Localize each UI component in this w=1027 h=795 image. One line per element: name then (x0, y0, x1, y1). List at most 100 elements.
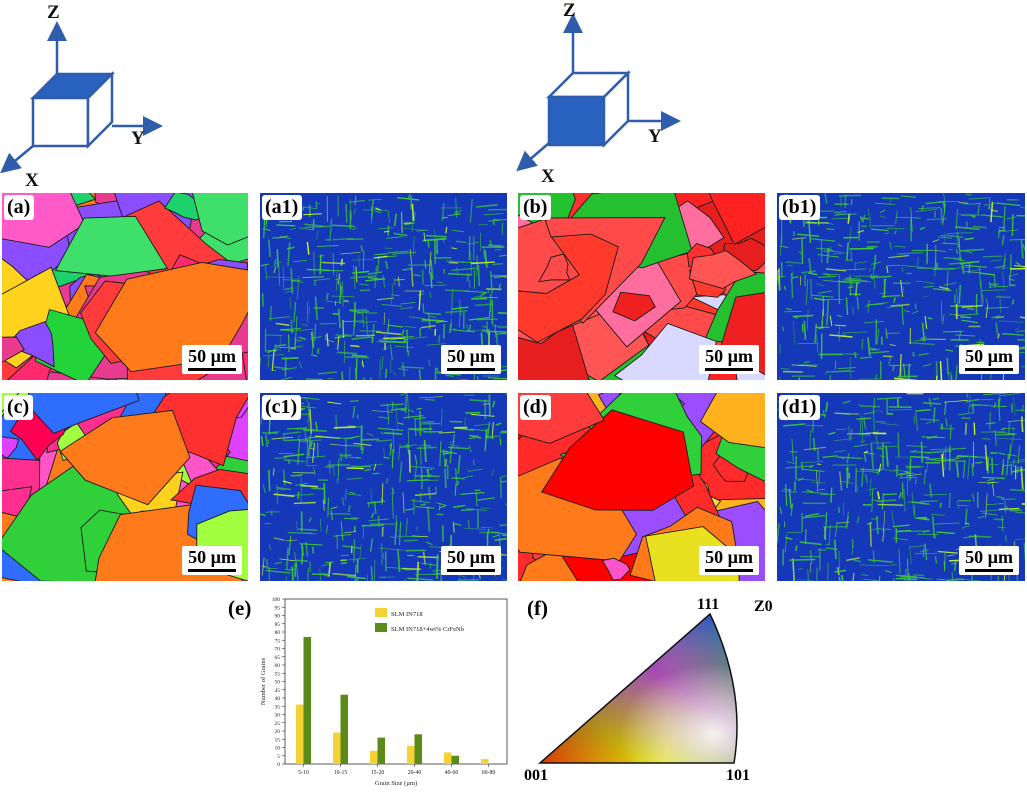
y-tick-label: 45 (275, 688, 281, 694)
ipf-corner-111: 111 (697, 596, 719, 614)
panel-label: (a) (4, 195, 34, 220)
z-axis-label: Z (47, 2, 60, 24)
ipf-triangle (520, 590, 790, 790)
scale-bar: 50 µm (182, 546, 242, 575)
scale-bar-text: 50 µm (965, 547, 1013, 567)
kam-misorientation-map: (c1)50 µm (260, 393, 507, 581)
bar-slm-in718-crfenb (452, 756, 460, 764)
ipf-corner-001: 001 (524, 767, 548, 785)
bar-slm-in718-crfenb (341, 695, 349, 764)
x-tick-label: 20-40 (408, 770, 422, 776)
scale-bar-line (705, 368, 753, 371)
scale-bar-line (447, 569, 495, 572)
scale-bar-line (188, 368, 236, 371)
scale-bar-text: 50 µm (705, 547, 753, 567)
ipf-reference: Z0 (754, 598, 773, 616)
x-tick-label: 5-10 (298, 770, 309, 776)
scale-bar-text: 50 µm (447, 346, 495, 366)
y-tick-label: 75 (275, 638, 281, 644)
y-tick-label: 65 (275, 655, 281, 661)
ipf-orientation-map: (a) 50 µm (2, 193, 248, 380)
scale-bar: 50 µm (699, 546, 759, 575)
x-tick-label: 10-15 (334, 770, 348, 776)
x-tick-label: 15-20 (371, 770, 385, 776)
legend-label: SLM IN718 (391, 611, 423, 618)
panel-label: (b) (520, 195, 551, 220)
cube-front-face-shaded-icon (510, 0, 710, 190)
legend-swatch (375, 623, 387, 632)
x-tick-label: 60-80 (482, 770, 496, 776)
y-tick-label: 35 (275, 704, 281, 710)
scale-bar-text: 50 µm (447, 547, 495, 567)
bar-slm-in718-crfenb (304, 637, 312, 764)
panel-label: (d1) (779, 395, 820, 420)
scale-bar-text: 50 µm (705, 346, 753, 366)
kam-misorientation-map: (a1) 50 µm (260, 193, 507, 380)
x-tick-label: 40-60 (445, 770, 459, 776)
y-axis-label: Y (648, 126, 662, 148)
scale-bar-line (965, 368, 1013, 371)
bar-slm-in718-crfenb (378, 738, 386, 764)
bar-slm-in718 (370, 751, 378, 764)
ipf-orientation-map: (d) 50 µm (518, 393, 765, 581)
z-axis-label: Z (563, 0, 576, 22)
y-tick-label: 40 (275, 696, 281, 702)
scale-bar: 50 µm (441, 345, 501, 374)
ipf-legend: 111 Z0 001 101 (520, 590, 790, 790)
scale-bar-line (447, 368, 495, 371)
panel-label: (d) (520, 395, 551, 420)
bar-slm-in718 (481, 759, 489, 764)
y-tick-label: 90 (275, 614, 281, 620)
legend-label: SLM IN718+4wt% CrFeNb (391, 626, 464, 633)
x-axis-label: X (541, 166, 555, 188)
y-tick-label: 70 (275, 647, 281, 653)
y-tick-label: 60 (275, 663, 281, 669)
y-tick-label: 10 (275, 746, 281, 752)
kam-misorientation-map: (b1) 50 µm (777, 193, 1025, 380)
legend-swatch (375, 608, 387, 617)
kam-misorientation-map: (d1) 50 µm (777, 393, 1025, 581)
grain-size-chart-svg: 0510152025303540455055606570758085909510… (245, 594, 510, 790)
panel-label: (a1) (262, 195, 302, 220)
y-tick-label: 55 (275, 671, 281, 677)
ipf-orientation-map: (b) 50 µm (518, 193, 765, 380)
y-tick-label: 15 (275, 737, 281, 743)
scale-bar-text: 50 µm (188, 547, 236, 567)
y-tick-label: 80 (275, 630, 281, 636)
y-tick-label: 95 (275, 605, 281, 611)
y-tick-label: 30 (275, 713, 281, 719)
scale-bar: 50 µm (441, 546, 501, 575)
scale-bar: 50 µm (959, 546, 1019, 575)
panel-label: (b1) (779, 195, 820, 220)
scale-bar-text: 50 µm (188, 346, 236, 366)
cube-top-face-shaded-icon (0, 0, 200, 190)
panel-label: (c) (4, 395, 33, 420)
x-axis-title: Grain Size (µm) (375, 780, 417, 787)
ipf-orientation-map: (c) 50 µm (2, 393, 248, 581)
scale-bar: 50 µm (959, 345, 1019, 374)
y-axis-label: Y (131, 128, 145, 150)
y-tick-label: 20 (275, 729, 281, 735)
scale-bar-line (965, 569, 1013, 572)
chart-plot-area (285, 599, 507, 764)
y-tick-label: 50 (275, 680, 281, 686)
scale-bar: 50 µm (182, 345, 242, 374)
scale-bar: 50 µm (699, 345, 759, 374)
axes-diagram-left: Z Y X (0, 0, 200, 190)
bar-slm-in718-crfenb (415, 734, 423, 764)
x-axis-label: X (25, 170, 39, 192)
y-tick-label: 5 (277, 754, 280, 760)
scale-bar-line (705, 569, 753, 572)
ipf-corner-101: 101 (726, 767, 750, 785)
bar-slm-in718 (444, 752, 452, 764)
y-axis-title: Number of Grains (260, 657, 267, 705)
scale-bar-line (188, 569, 236, 572)
y-tick-label: 25 (275, 721, 281, 727)
bar-slm-in718 (333, 733, 341, 764)
y-tick-label: 100 (272, 597, 281, 603)
scale-bar-text: 50 µm (965, 346, 1013, 366)
bar-slm-in718 (407, 746, 415, 764)
axes-diagram-right: Z Y X (510, 0, 710, 190)
y-tick-label: 0 (277, 762, 280, 768)
